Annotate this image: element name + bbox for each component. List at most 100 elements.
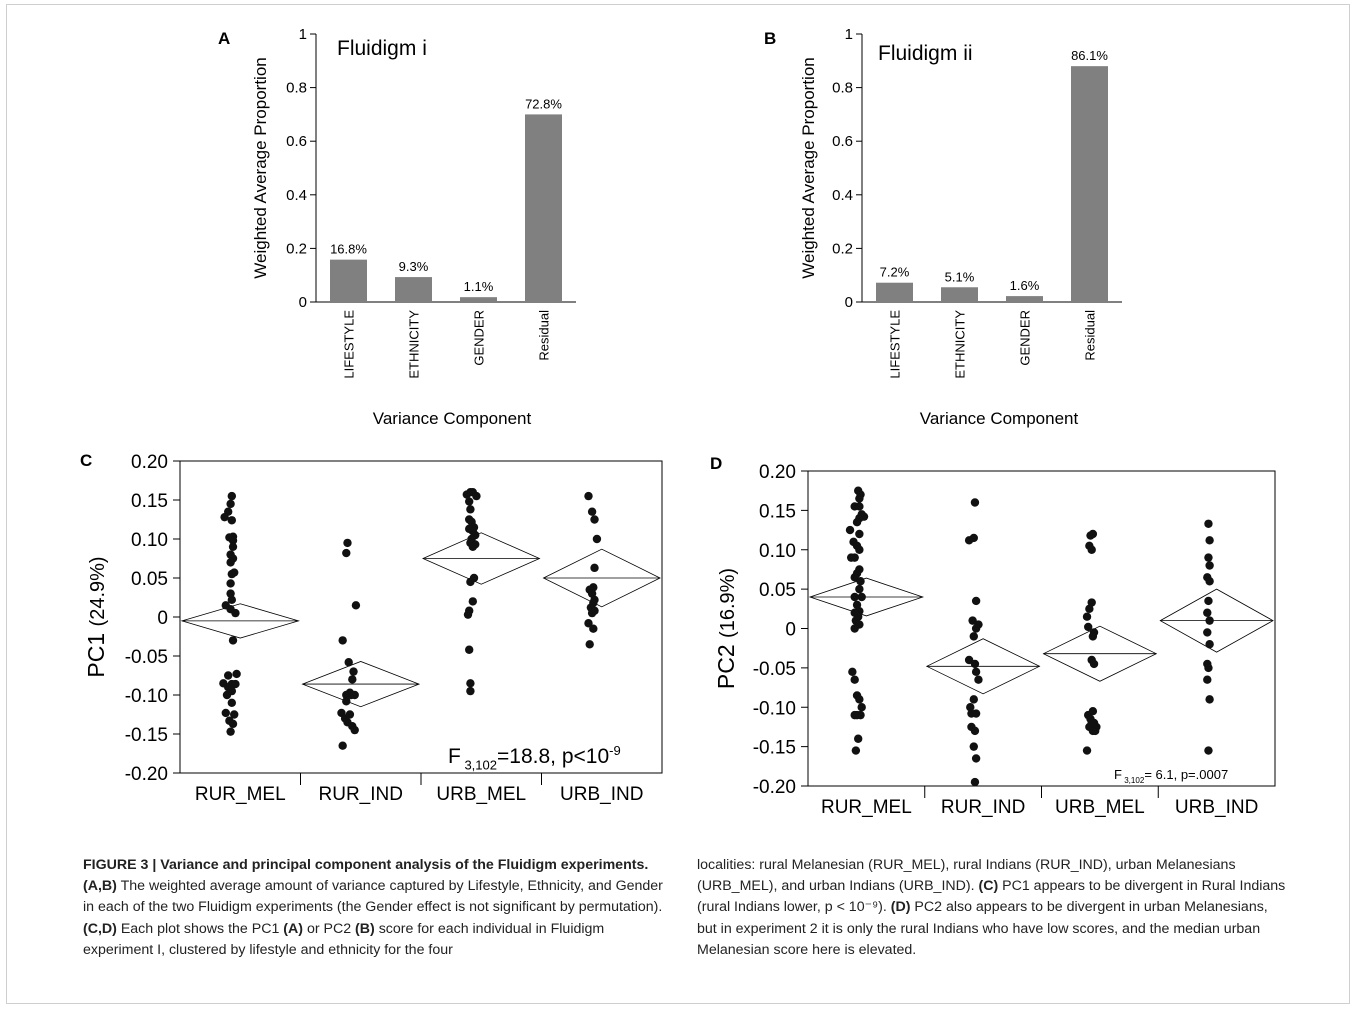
panel-a-bar	[395, 277, 432, 302]
panel-d-label: D	[710, 454, 722, 473]
panel-b-x-tick-label: GENDER	[1018, 310, 1033, 366]
panel-d-data-point	[855, 502, 864, 511]
panel-d-data-point	[855, 695, 864, 704]
panel-d-data-point	[1204, 553, 1213, 562]
panel-d-data-point	[1205, 577, 1214, 586]
panel-d-data-point	[969, 533, 978, 543]
panel-d-data-point	[857, 703, 866, 712]
panel-c-data-point	[590, 563, 599, 573]
panel-d-data-point	[1203, 628, 1212, 637]
caption-right: localities: rural Melanesian (RUR_MEL), …	[697, 855, 1289, 961]
panel-d-stat-annotation-part: 3,102	[1122, 776, 1145, 785]
panel-a-bar-value-label: 1.1%	[464, 279, 494, 294]
panel-c-y-tick-label: -0.15	[125, 725, 168, 746]
panel-c-data-point	[468, 597, 478, 606]
panel-d-y-axis-label-main: PC2	[713, 638, 739, 689]
panel-c-data-point	[227, 698, 237, 707]
panel-c-y-tick-label: 0.15	[131, 491, 168, 512]
panel-d-y-tick-label: -0.10	[753, 698, 796, 719]
caption-ref-d: (D)	[890, 899, 911, 916]
panel-a-y-tick-label: 0	[299, 294, 307, 311]
panel-b-y-tick-label: 1	[845, 26, 853, 43]
panel-c-y-tick-label: 0	[157, 608, 168, 629]
panel-d-data-point	[1082, 612, 1092, 621]
panel-b-y-tick-label: 0	[845, 294, 853, 311]
panel-d-data-point	[1088, 706, 1098, 716]
panel-c-label: C	[80, 451, 92, 470]
panel-d-data-point	[1205, 640, 1214, 649]
panel-b-bar-value-label: 7.2%	[880, 265, 910, 280]
panel-a-x-tick-label: Residual	[537, 310, 552, 361]
panel-d-y-tick-label: 0.05	[759, 580, 796, 601]
panel-d-x-tick-label: URB_MEL	[1055, 797, 1145, 818]
panel-c-data-point	[351, 601, 361, 610]
panel-c-data-point	[584, 619, 593, 628]
panel-c-data-point	[587, 608, 597, 618]
panel-b-y-tick-label: 0.8	[832, 80, 853, 97]
panel-b-x-tick-label: Residual	[1083, 310, 1098, 361]
panel-d-y-axis-label: PC2 (16.9%)	[713, 568, 739, 689]
panel-c-data-point	[228, 536, 238, 545]
panel-d-y-tick-label: -0.20	[753, 777, 796, 798]
panel-c-data-point	[224, 671, 233, 680]
panel-d-data-point	[1088, 632, 1098, 641]
panel-a-y-axis-label: Weighted Average Proportion	[251, 57, 270, 278]
panel-d-data-point	[1089, 659, 1099, 669]
panel-c-data-point	[465, 645, 474, 654]
panel-c-data-point	[342, 697, 351, 706]
caption-text: localities: rural Melanesian (RUR_MEL), …	[697, 857, 1236, 895]
panel-c-data-point	[463, 610, 473, 619]
panel-a-bar	[460, 297, 497, 302]
panel-d-data-point	[850, 592, 859, 602]
panel-b-y-tick-label: 0.6	[832, 133, 853, 150]
panel-a-x-axis-label: Variance Component	[373, 409, 532, 428]
panel-c-data-point	[226, 558, 235, 567]
caption-left: FIGURE 3 | Variance and principal compon…	[83, 855, 675, 961]
panel-d-data-point	[1082, 746, 1092, 755]
panel-c-data-point	[226, 727, 235, 736]
panel-b-bar-value-label: 86.1%	[1071, 48, 1108, 63]
panel-a-y-tick-label: 0.2	[286, 240, 307, 257]
panel-c-data-point	[587, 507, 597, 516]
panel-c-data-point	[227, 569, 237, 579]
panel-c-data-point	[232, 669, 241, 679]
panel-d-x-tick-label: RUR_IND	[941, 797, 1025, 818]
panel-d-data-point	[846, 553, 856, 562]
panel-c-data-point	[468, 542, 478, 551]
panel-c-data-point	[348, 675, 357, 684]
panel-d-plot-frame	[807, 470, 1276, 787]
panel-c-data-point	[344, 658, 353, 667]
panel-c-data-point	[584, 491, 593, 501]
panel-c-x-tick-label: URB_IND	[560, 784, 643, 805]
panel-c-data-point	[342, 548, 351, 558]
panel-c-x-tick-label: RUR_IND	[319, 784, 403, 805]
panel-d-data-point	[969, 695, 978, 704]
panel-c-y-tick-label: -0.05	[125, 647, 168, 668]
panel-d-data-point	[854, 734, 863, 743]
panel-d-data-point	[855, 494, 864, 503]
panel-d-y-tick-label: 0.20	[759, 462, 796, 483]
panel-d-y-tick-label: 0.15	[759, 501, 796, 522]
panel-c-x-tick-label: RUR_MEL	[195, 784, 286, 805]
panel-d-data-point	[1203, 608, 1212, 617]
panel-b-bar	[876, 282, 913, 302]
panel-c-data-point	[585, 640, 594, 649]
panel-d-data-point	[970, 777, 980, 787]
figure-frame	[6, 4, 1350, 1004]
panel-d-data-point	[1205, 616, 1214, 625]
panel-a-bar-value-label: 72.8%	[525, 96, 562, 111]
caption-text: The weighted average amount of variance …	[83, 878, 663, 916]
panel-c-data-point	[466, 505, 475, 514]
panel-c-data-point	[231, 679, 240, 689]
caption-ref-ab: (A,B)	[83, 878, 117, 895]
panel-c-data-point	[220, 512, 229, 522]
caption-ref-c: (C)	[978, 878, 999, 895]
panel-c-y-tick-label: -0.10	[125, 686, 168, 707]
panel-d-data-point	[970, 659, 980, 669]
panel-d-data-point	[855, 584, 864, 594]
panel-d-stat-annotation: F 3,102= 6.1, p=.0007	[1114, 767, 1228, 785]
panel-c-data-point	[349, 667, 358, 676]
panel-d-data-point	[1087, 598, 1096, 607]
panel-c-data-point	[228, 542, 238, 551]
panel-d-data-point	[852, 517, 862, 527]
